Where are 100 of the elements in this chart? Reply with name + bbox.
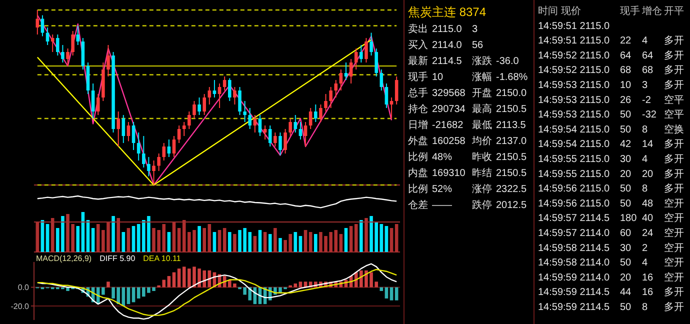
bar (390, 287, 394, 300)
candlestick (188, 111, 191, 130)
bar (233, 234, 236, 252)
bar (112, 216, 115, 252)
y-tick-label: -20.0 (10, 302, 30, 311)
bar (76, 226, 80, 252)
bar (384, 226, 388, 252)
candlestick (374, 48, 378, 77)
candlestick (228, 78, 232, 102)
bar (349, 226, 353, 252)
candlestick (354, 48, 358, 70)
bar (167, 276, 171, 288)
bar (298, 282, 302, 288)
candlestick (147, 156, 150, 177)
text: 14:59:56 2115.0 50 8 多开 (538, 184, 684, 195)
text: 14:59:58 2114.0 50 4 空开 (538, 258, 684, 269)
bar (268, 234, 272, 252)
bar (116, 218, 120, 252)
text: 比例 52% 涨停 2322.5 (408, 184, 527, 195)
candlestick (126, 122, 130, 142)
bar (126, 228, 130, 252)
candlestick (157, 153, 160, 172)
text: 14:59:52 2115.0 64 64 多开 (538, 49, 684, 62)
candlestick (192, 100, 196, 119)
candlestick (349, 58, 353, 84)
candlestick (238, 86, 242, 116)
candlestick (56, 34, 60, 56)
bar (222, 228, 226, 252)
text: 焦炭主连 8374 (408, 5, 486, 19)
text: 14:59:57 2114.5 180 40 空开 (538, 212, 684, 224)
text: 14:59:59 2114.0 20 16 空开 (538, 271, 684, 284)
candlestick (152, 160, 156, 186)
bar (298, 236, 302, 252)
candlestick (324, 94, 328, 112)
candlestick (258, 114, 262, 136)
bar (278, 238, 282, 252)
bar (228, 232, 232, 252)
bar (46, 224, 50, 252)
candlestick (314, 104, 318, 122)
candlestick (334, 80, 338, 98)
candlestick (263, 125, 267, 140)
text: 14:59:58 2114.5 30 2 空开 (538, 242, 684, 254)
candlestick (136, 132, 140, 161)
candlestick (218, 83, 222, 108)
bar (294, 284, 298, 288)
text: 14:59:51 2115.0 (538, 20, 610, 32)
bar (212, 232, 216, 252)
candlestick (172, 136, 176, 158)
bar (380, 224, 384, 252)
bar (202, 228, 206, 252)
text: 卖出 2115.0 3 (408, 23, 478, 35)
candlestick (390, 97, 394, 119)
candlestick (177, 125, 181, 144)
candlestick (91, 83, 95, 119)
bar (126, 287, 130, 304)
candlestick (162, 142, 166, 161)
bar (354, 224, 358, 252)
bar (294, 232, 298, 252)
bar (218, 230, 222, 252)
candlestick (182, 122, 186, 136)
candlestick (116, 111, 120, 147)
candlestick (253, 114, 257, 133)
bar (364, 218, 368, 252)
text: 现手 10 涨幅 -1.68% (408, 72, 528, 83)
candlestick (50, 34, 54, 52)
text: 最新 2114.5 涨跌 -36.0 (408, 55, 520, 67)
text: 14:59:53 2115.0 10 3 多开 (538, 80, 684, 91)
bar (394, 287, 398, 300)
text: 14:59:55 2115.0 30 4 多开 (538, 154, 684, 165)
text: 内盘 169310 昨结 2150.5 (408, 167, 528, 179)
candlestick (122, 114, 126, 144)
candlestick (202, 94, 206, 116)
text: 14:59:51 2115.0 22 4 多开 (538, 36, 684, 47)
candlestick (360, 44, 363, 63)
text: 14:59:56 2115.0 50 48 空开 (538, 197, 684, 210)
bar (172, 222, 176, 252)
bar (177, 268, 181, 288)
bar (304, 230, 308, 252)
bar (344, 228, 348, 252)
bar (339, 234, 343, 252)
candlestick (248, 108, 252, 130)
bar (36, 222, 40, 252)
text: 14:59:55 2115.0 20 20 多开 (538, 168, 684, 180)
candlestick (40, 14, 44, 37)
text: 持仓 290734 最高 2150.5 (408, 103, 528, 115)
candlestick (278, 132, 282, 156)
bar (172, 272, 176, 288)
text: 14:59:52 2115.0 68 68 多开 (538, 64, 684, 76)
candlestick (294, 114, 298, 133)
text: 14:59:53 2115.0 26 -2 空平 (538, 94, 684, 106)
candlestick (344, 62, 348, 80)
bar (308, 232, 312, 252)
text: 总手 329568 开盘 2150.0 (407, 87, 528, 99)
candlestick (298, 122, 302, 140)
candlestick (339, 69, 343, 91)
bar (122, 232, 126, 252)
text: DEA 10.11 (143, 254, 182, 263)
candlestick (284, 128, 287, 154)
candlestick (380, 69, 384, 91)
candlestick (106, 44, 110, 77)
